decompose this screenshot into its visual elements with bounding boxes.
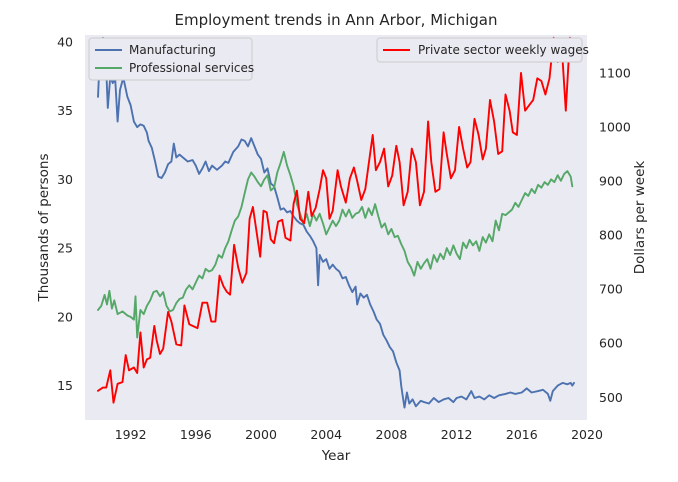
- y-left-tick-label: 40: [57, 34, 73, 49]
- legend-right-frame: [376, 37, 583, 63]
- y-left-tick-label: 15: [57, 378, 73, 393]
- x-axis: 1992 1996 2000 2004 2008 2012 2016 2020: [115, 427, 603, 442]
- y-axis-right-title: Dollars per week: [632, 161, 648, 275]
- plot-area: [85, 35, 587, 420]
- x-tick-label: 2004: [310, 427, 342, 442]
- x-tick-label: 2012: [441, 427, 473, 442]
- y-right-tick-label: 900: [599, 173, 623, 188]
- y-right-tick-label: 1100: [599, 65, 631, 80]
- legend-right: Private sector weekly wages: [376, 37, 589, 63]
- y-left-tick-label: 20: [57, 309, 73, 324]
- series-line-weekly-wages: [97, 36, 575, 404]
- x-tick-label: 2016: [506, 427, 538, 442]
- series-layer: [97, 36, 575, 409]
- y-left-tick-label: 35: [57, 103, 73, 118]
- x-tick-label: 2000: [245, 427, 277, 442]
- legend-label-manufacturing: Manufacturing: [129, 43, 216, 57]
- legend-left-frame: [88, 37, 253, 81]
- y-right-tick-label: 500: [599, 390, 623, 405]
- x-tick-label: 1992: [115, 427, 147, 442]
- y-right-tick-label: 1000: [599, 119, 631, 134]
- x-tick-label: 2008: [376, 427, 408, 442]
- y-left-tick-label: 25: [57, 241, 73, 256]
- y-axis-left: 15 20 25 30 35 40: [57, 34, 73, 393]
- series-line-professional-services: [97, 150, 574, 339]
- y-right-tick-label: 600: [599, 336, 623, 351]
- y-right-tick-label: 700: [599, 282, 623, 297]
- y-axis-left-title: Thousands of persons: [36, 154, 52, 303]
- y-left-tick-label: 30: [57, 172, 73, 187]
- legend-left: Manufacturing Professional services: [88, 37, 254, 81]
- y-axis-right: 500 600 700 800 900 1000 1100: [599, 65, 631, 404]
- x-tick-label: 2020: [571, 427, 603, 442]
- x-tick-label: 1996: [180, 427, 212, 442]
- series-line-manufacturing: [97, 36, 575, 409]
- x-axis-title: Year: [321, 448, 351, 464]
- chart-title: Employment trends in Ann Arbor, Michigan: [175, 11, 498, 29]
- legend-label-professional-services: Professional services: [129, 61, 254, 75]
- legend-label-weekly-wages: Private sector weekly wages: [418, 43, 589, 57]
- y-right-tick-label: 800: [599, 228, 623, 243]
